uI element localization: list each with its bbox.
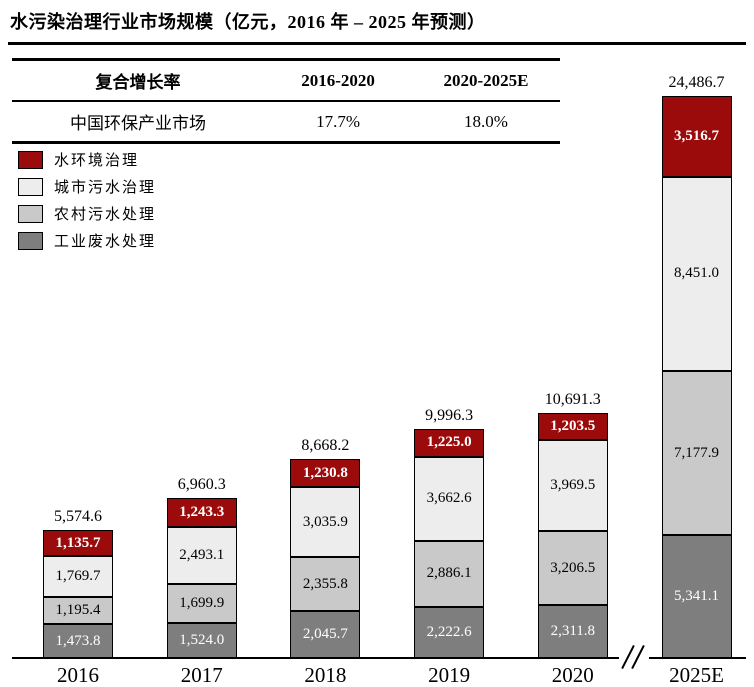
x-axis-label-2025E: 2025E [669,663,724,687]
table-row: 中国环保产业市场 17.7% 18.0% [12,101,560,143]
bar-segment-2019: 3,662.6 [414,456,485,541]
segment-value-label: 3,969.5 [550,477,596,494]
table-cell-cagr-2020-2025e: 18.0% [464,111,508,131]
bar-segment-2020: 2,311.8 [537,604,608,658]
table-header-2016-2020: 2016-2020 [301,70,375,90]
legend-item-industrial-wastewater: 工业废水处理 [18,227,156,254]
segment-value-label: 7,177.9 [674,444,719,461]
segment-value-label: 3,035.9 [302,513,348,530]
bar-segment-2017: 1,699.9 [166,584,237,623]
segment-value-label: 1,473.8 [55,632,101,649]
table-cell-market-name: 中国环保产业市场 [70,114,207,133]
bar-segment-2019: 2,222.6 [414,606,485,658]
bar-segment-2018: 2,355.8 [290,556,361,612]
legend: 水环境治理 城市污水治理 农村污水处理 工业废水处理 [18,146,156,254]
table-header-2020-2025e: 2020-2025E [443,70,529,90]
bar-total-label-2019: 9,996.3 [425,406,474,424]
x-axis-label-2020: 2020 [551,663,594,687]
segment-value-label: 2,886.1 [426,565,472,582]
segment-value-label: 1,243.3 [179,504,225,521]
segment-value-label: 1,225.0 [426,434,472,451]
bar-segment-2018: 2,045.7 [290,611,361,658]
bar-segment-2016: 1,473.8 [43,624,113,658]
bar-segment-2018: 1,230.8 [290,459,361,488]
legend-swatch-rural-sewage-icon [18,204,43,223]
segment-value-label: 5,341.1 [674,588,719,605]
x-axis-line [12,657,746,659]
segment-value-label: 1,203.5 [550,417,596,434]
bar-total-label-2018: 8,668.2 [301,437,350,455]
bar-segment-2025E: 8,451.0 [661,176,732,371]
table-cell-cagr-2016-2020: 17.7% [316,111,361,131]
bar-segment-2025E: 7,177.9 [661,370,732,536]
title-rule [8,42,746,45]
segment-value-label: 2,355.8 [302,575,348,592]
bar-segment-2016: 1,135.7 [43,530,113,557]
segment-value-label: 1,524.0 [179,632,225,648]
legend-item-urban-sewage: 城市污水治理 [18,173,156,200]
page-title: 水污染治理行业市场规模（亿元，2016 年 – 2025 年预测） [10,12,486,32]
bar-segment-2025E: 3,516.7 [661,96,732,177]
bar-segment-2020: 3,206.5 [537,531,608,605]
bar-segment-2016: 1,195.4 [43,596,113,625]
legend-label: 水环境治理 [54,153,140,169]
bar-segment-2019: 1,225.0 [414,428,485,457]
legend-swatch-industrial-wastewater-icon [18,231,43,250]
legend-swatch-urban-sewage-icon [18,177,43,196]
segment-value-label: 1,135.7 [55,534,101,551]
segment-value-label: 1,195.4 [55,601,101,618]
legend-swatch-water-env-icon [18,150,43,169]
cagr-table-header-row: 复合增长率 2016-2020 2020-2025E [12,59,560,101]
segment-value-label: 2,493.1 [179,546,225,563]
segment-value-label: 3,662.6 [426,490,472,507]
axis-break-icon [617,641,653,673]
bar-total-label-2020: 10,691.3 [544,390,601,408]
legend-label: 城市污水治理 [54,180,157,196]
bar-segment-2018: 3,035.9 [290,487,361,557]
segment-value-label: 1,769.7 [55,567,101,584]
legend-label: 工业废水处理 [54,234,157,250]
legend-item-water-env: 水环境治理 [18,146,156,173]
bar-segment-2020: 1,203.5 [537,412,608,441]
segment-value-label: 1,230.8 [302,464,348,481]
bar-total-label-2025E: 24,486.7 [668,74,725,91]
bar-segment-2017: 1,524.0 [166,623,237,658]
legend-label: 农村污水处理 [54,207,157,223]
x-axis-label-2018: 2018 [304,663,347,687]
segment-value-label: 2,222.6 [426,623,472,640]
bar-segment-2025E: 5,341.1 [661,535,732,658]
cagr-table: 复合增长率 2016-2020 2020-2025E 中国环保产业市场 17.7… [12,58,560,144]
bar-segment-2017: 1,243.3 [166,498,237,527]
axis-break-gap [619,654,649,660]
bar-total-label-2017: 6,960.3 [177,476,226,494]
x-axis-label-2017: 2017 [180,663,223,687]
segment-value-label: 2,311.8 [550,622,596,639]
legend-item-rural-sewage: 农村污水处理 [18,200,156,227]
segment-value-label: 1,699.9 [179,595,225,611]
bar-total-label-2016: 5,574.6 [54,508,102,526]
x-axis-label-2016: 2016 [57,663,99,687]
x-axis-label-2019: 2019 [428,663,471,687]
bar-segment-2020: 3,969.5 [537,440,608,532]
segment-value-label: 8,451.0 [674,265,719,282]
segment-value-label: 3,516.7 [674,127,719,144]
segment-value-label: 2,045.7 [302,626,348,643]
bar-segment-2016: 1,769.7 [43,556,113,597]
bar-segment-2019: 2,886.1 [414,540,485,607]
segment-value-label: 3,206.5 [550,559,596,576]
table-header-metric: 复合增长率 [95,73,181,92]
bar-segment-2017: 2,493.1 [166,526,237,584]
